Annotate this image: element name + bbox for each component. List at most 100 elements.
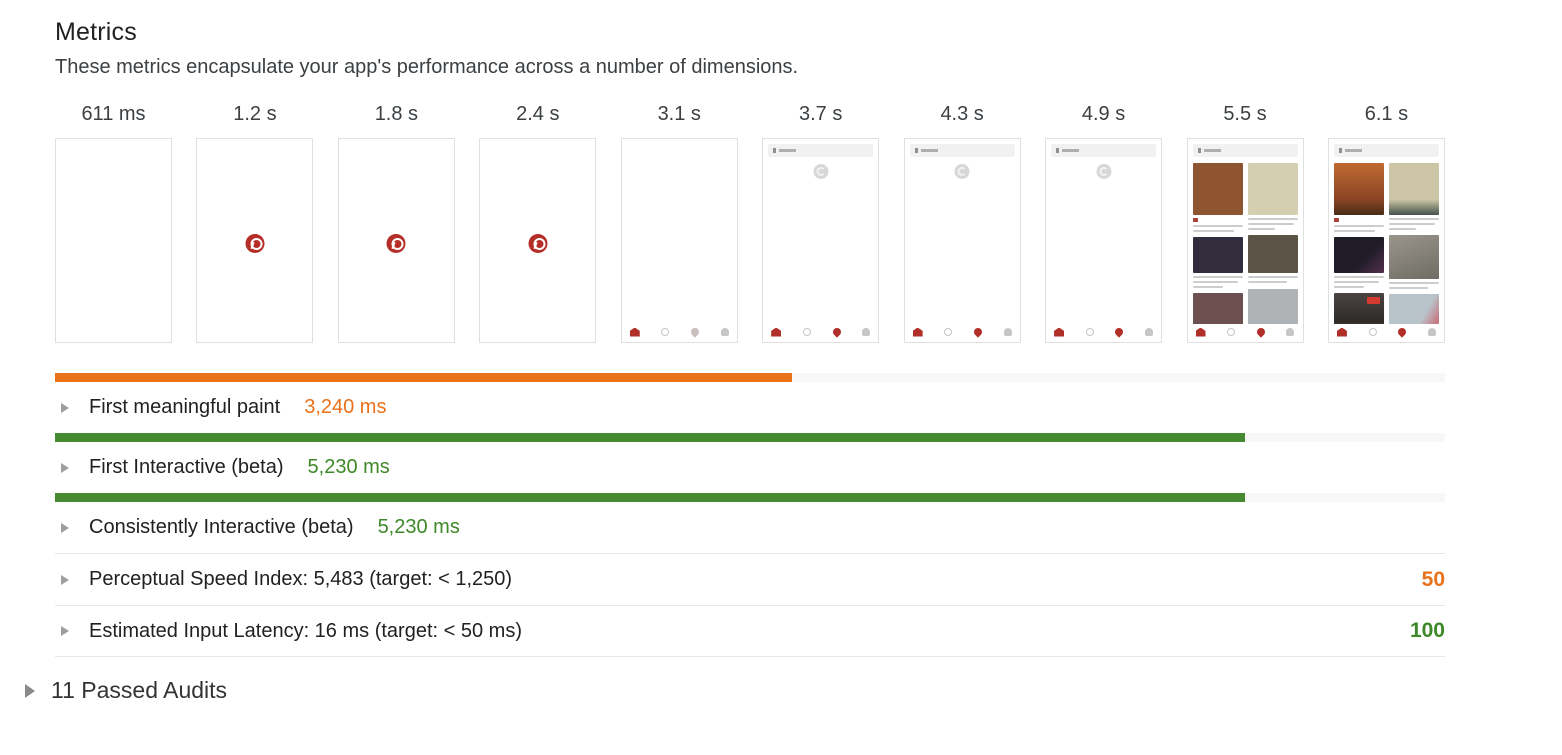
metric-score: 100: [1409, 619, 1445, 642]
chevron-right-icon: [61, 574, 69, 585]
metric-label: First Interactive (beta): [89, 456, 284, 478]
profile-icon: [862, 328, 871, 336]
metric-bar-fill: [55, 433, 1245, 442]
profile-icon: [1286, 328, 1295, 336]
filmstrip: [55, 138, 1445, 343]
metric-score: 50: [1421, 567, 1445, 591]
profile-icon: [720, 328, 729, 336]
frame-timestamp: 2.4 s: [516, 103, 560, 125]
search-bar: [768, 144, 874, 157]
filmstrip-frame-placeholder-grid: [1186, 138, 1304, 343]
metric-value: 3,240 ms: [304, 396, 387, 418]
profile-icon: [1145, 328, 1154, 336]
thumb-bottom-nav: [1195, 326, 1295, 338]
filmstrip-frame-loading: [1045, 138, 1163, 343]
pin-icon: [1255, 326, 1267, 338]
metric-bar-fill: [55, 373, 792, 382]
filmstrip-frame-logo: [196, 138, 314, 343]
metric-consistently-interactive: Consistently Interactive (beta) 5,230 ms: [55, 493, 1445, 553]
frame-timestamp: 1.2 s: [233, 103, 277, 125]
filmstrip-timestamps: 611 ms 1.2 s 1.8 s 2.4 s 3.1 s 3.7 s 4.3…: [55, 103, 1445, 126]
filmstrip-frame-nav: [620, 138, 738, 343]
pin-icon: [1113, 326, 1126, 338]
thumb-bottom-nav: [629, 326, 729, 338]
search-bar: [1192, 144, 1298, 157]
metric-row-expander[interactable]: First Interactive (beta) 5,230 ms: [55, 442, 1445, 493]
metric-label: Estimated Input Latency: 16 ms (target: …: [89, 619, 522, 642]
thumb-bottom-nav: [1054, 326, 1154, 338]
metric-label: First meaningful paint: [89, 396, 281, 418]
metric-row-expander[interactable]: Consistently Interactive (beta) 5,230 ms: [55, 502, 1445, 553]
home-icon: [629, 327, 640, 337]
filmstrip-frame-loaded-grid: [1327, 138, 1445, 343]
frame-timestamp: 5.5 s: [1223, 103, 1267, 125]
thumb-bottom-nav: [912, 326, 1012, 338]
thumb-bottom-nav: [771, 326, 871, 338]
metric-value: 5,230 ms: [307, 456, 390, 478]
frame-timestamp: 611 ms: [81, 103, 146, 125]
metric-bar-fill: [55, 493, 1245, 502]
loading-spinner-icon: [1096, 164, 1112, 179]
metric-label: Perceptual Speed Index: 5,483 (target: <…: [89, 568, 513, 590]
metric-row-expander[interactable]: First meaningful paint 3,240 ms: [55, 382, 1445, 433]
pin-icon: [689, 326, 701, 338]
metric-first-meaningful-paint: First meaningful paint 3,240 ms: [55, 373, 1445, 433]
pin-icon: [1396, 326, 1408, 338]
profile-icon: [1003, 328, 1012, 336]
loading-spinner-icon: [954, 164, 970, 179]
pinterest-logo-icon: [386, 234, 406, 253]
filmstrip-frame-logo: [479, 138, 597, 343]
chevron-right-icon: [61, 626, 69, 636]
pinterest-logo-icon: [245, 234, 265, 253]
filmstrip-frame-loading: [762, 138, 880, 343]
chevron-right-icon: [61, 462, 69, 473]
frame-timestamp: 1.8 s: [374, 103, 419, 125]
passed-audits-expander[interactable]: 11 Passed Audits: [25, 677, 1445, 704]
home-icon: [771, 327, 782, 337]
search-bar: [1051, 144, 1157, 157]
frame-timestamp: 4.3 s: [940, 103, 984, 125]
home-icon: [1054, 327, 1065, 337]
filmstrip-frame-logo: [337, 138, 455, 343]
pin-icon: [972, 326, 984, 338]
content-placeholder-grid: [1192, 163, 1298, 324]
chevron-right-icon: [25, 683, 35, 698]
metric-bar-track: [55, 493, 1445, 502]
compass-icon: [1085, 328, 1094, 336]
metric-value: 5,230 ms: [377, 516, 460, 538]
compass-icon: [1368, 328, 1377, 336]
metric-bar-track: [55, 373, 1445, 382]
metric-estimated-input-latency[interactable]: Estimated Input Latency: 16 ms (target: …: [55, 605, 1445, 657]
section-subtitle: These metrics encapsulate your app's per…: [55, 56, 799, 78]
passed-audits-label: 11 Passed Audits: [51, 677, 228, 703]
metric-label: Consistently Interactive (beta): [89, 516, 354, 538]
frame-timestamp: 3.7 s: [799, 103, 843, 125]
thumb-bottom-nav: [1336, 326, 1436, 338]
pinterest-logo-icon: [528, 234, 548, 253]
frame-timestamp: 4.9 s: [1081, 103, 1126, 125]
page-title: Metrics: [55, 18, 137, 46]
metrics-section: Metrics These metrics encapsulate your a…: [0, 0, 1562, 704]
compass-icon: [1227, 328, 1236, 336]
filmstrip-frame-blank: [55, 138, 172, 343]
filmstrip-frame-loading: [903, 138, 1021, 343]
frame-timestamp: 6.1 s: [1364, 103, 1409, 125]
pin-icon: [830, 326, 843, 338]
compass-icon: [661, 328, 670, 336]
home-icon: [1336, 327, 1347, 337]
compass-icon: [802, 328, 811, 336]
chevron-right-icon: [61, 402, 69, 413]
metric-bar-track: [55, 433, 1445, 442]
metric-first-interactive: First Interactive (beta) 5,230 ms: [55, 433, 1445, 493]
home-icon: [912, 327, 923, 337]
frame-timestamp: 3.1 s: [657, 103, 701, 125]
home-icon: [1195, 327, 1206, 337]
metric-perceptual-speed-index[interactable]: Perceptual Speed Index: 5,483 (target: <…: [55, 553, 1445, 605]
loading-spinner-icon: [813, 164, 829, 179]
content-loaded-grid: [1333, 163, 1439, 324]
profile-icon: [1427, 328, 1436, 336]
chevron-right-icon: [61, 522, 69, 533]
search-bar: [909, 144, 1015, 157]
metrics-list: First meaningful paint 3,240 ms First In…: [55, 373, 1445, 657]
compass-icon: [944, 328, 953, 336]
